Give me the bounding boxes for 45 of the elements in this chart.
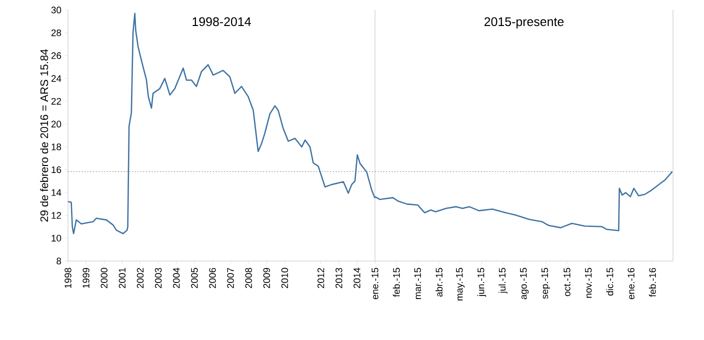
x-tick-label: 2009 — [263, 268, 270, 288]
text: 2015-presente — [484, 17, 564, 29]
x-tick-label: may.-15 — [456, 268, 465, 300]
x-tick-label: 2010 — [281, 268, 288, 288]
x-tick-label: ago.-15 — [520, 268, 529, 300]
x-tick-label: 2008 — [245, 268, 252, 288]
y-tick-label: 18 — [52, 144, 62, 150]
x-tick-label: dic.-15 — [606, 268, 614, 296]
y-axis-title: 29 de febrero de 2016 = ARS 15.84 — [40, 49, 48, 222]
y-tick-label: 30 — [51, 6, 62, 14]
x-tick-label: 2004 — [173, 268, 180, 288]
y-tick-label: 12 — [52, 212, 62, 219]
x-tick-label: 2012 — [317, 268, 324, 288]
y-tick-label: 10 — [52, 234, 62, 242]
x-tick-label: 2001 — [118, 268, 126, 288]
x-tick-label: jul.-15 — [498, 268, 508, 294]
chart-title: 1998-2014 — [192, 17, 251, 26]
y-tick-label: 20 — [51, 120, 62, 128]
x-tick-label: ene.-15 — [372, 268, 378, 300]
x-tick-label: 2003 — [154, 268, 162, 288]
x-tick-label: 2014 — [354, 268, 360, 288]
y-tick-label: 16 — [52, 166, 62, 174]
x-tick-label: 2007 — [227, 268, 234, 288]
x-tick-label: 2000 — [100, 268, 108, 288]
x-tick-label: feb.-16 — [648, 268, 656, 297]
x-tick-label: 2005 — [191, 268, 198, 288]
x-tick-label: 2006 — [209, 268, 216, 288]
x-tick-label: abr.-15 — [436, 268, 442, 297]
y-tick-label: 24 — [51, 75, 62, 82]
x-tick-label: sep.-15 — [541, 268, 550, 299]
x-tick-label: oct.-15 — [564, 268, 570, 296]
x-tick-label: 1999 — [82, 268, 90, 288]
x-tick-label: 2002 — [136, 268, 144, 288]
y-tick-label: 28 — [51, 29, 62, 36]
x-tick-label: nov.-15 — [585, 268, 592, 298]
x-tick-label: 2013 — [336, 268, 342, 288]
y-tick-label: 22 — [51, 98, 62, 105]
y-tick-label: 26 — [51, 52, 62, 59]
x-tick-label: ene.-16 — [628, 268, 634, 300]
x-tick-label: 1998 — [64, 268, 72, 288]
x-tick-label: jun.-15 — [477, 268, 486, 297]
y-tick-label: 14 — [52, 189, 62, 196]
y-tick-label: 8 — [56, 258, 62, 264]
x-tick-label: mar.-15 — [414, 268, 421, 299]
x-tick-label: feb.-15 — [392, 268, 400, 297]
